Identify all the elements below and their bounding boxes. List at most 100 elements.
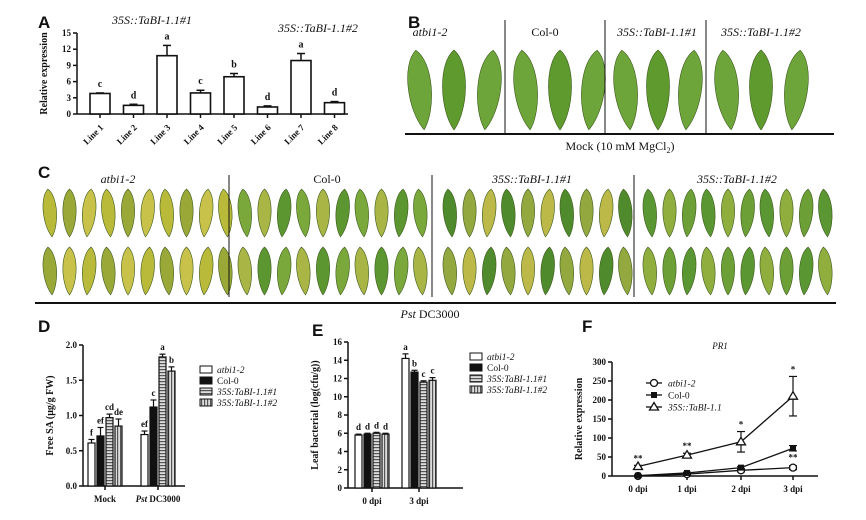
leaf-image bbox=[646, 49, 670, 131]
chart-a-y-axis-label: Relative expression bbox=[39, 32, 50, 115]
legend-label: 35S:TaBI-1.1#1 bbox=[486, 375, 547, 385]
chart-f-y-tick-label: 50 bbox=[597, 452, 607, 462]
chart-d-y-tick-label: 2.0 bbox=[66, 340, 78, 350]
legend-swatch bbox=[469, 352, 483, 361]
leaf-image bbox=[740, 246, 755, 296]
bar-Line 6 bbox=[256, 106, 279, 115]
significance-letter: c bbox=[422, 369, 426, 379]
chart-d-y-tick-label: 0.0 bbox=[66, 481, 78, 491]
genotype-label: 35S::TaBI-1.1#1 bbox=[616, 25, 697, 39]
panel-label-A: A bbox=[38, 13, 50, 32]
leaf-image bbox=[521, 188, 535, 238]
x-tick-label: Line 6 bbox=[249, 122, 274, 147]
leaf-image bbox=[682, 246, 697, 296]
x-tick-label: Line 3 bbox=[148, 122, 173, 147]
leaf-image bbox=[642, 188, 657, 238]
bar-35S:TaBI-1.1#2-Mock bbox=[114, 425, 123, 487]
leaf-image bbox=[818, 246, 833, 296]
leaf-image bbox=[407, 49, 432, 131]
genotype-label: atbi1-2 bbox=[413, 25, 448, 39]
legend-marker bbox=[651, 392, 657, 398]
bar-35S:TaBI-1.1#2-Pst DC3000 bbox=[167, 370, 176, 487]
chart-e-y-tick-label: 2 bbox=[338, 465, 343, 475]
genotype-label: Col-0 bbox=[531, 25, 558, 39]
genotype-label: Col-0 bbox=[313, 172, 340, 186]
significance-letter: d bbox=[131, 90, 137, 101]
leaf-image bbox=[618, 188, 633, 238]
bar-Col-0-3 dpi bbox=[410, 371, 419, 489]
leaf-image bbox=[199, 246, 214, 296]
leaf-image bbox=[682, 188, 697, 238]
significance-letter: d bbox=[265, 92, 271, 103]
data-point-35S::TaBI-1.1 bbox=[681, 449, 693, 459]
significance-letter: b bbox=[231, 60, 237, 71]
legend-label: 35S:TaBI-1.1#1 bbox=[216, 388, 277, 398]
leaf-image bbox=[62, 246, 77, 296]
leaf-image bbox=[316, 188, 330, 238]
series-line-Col-0 bbox=[637, 447, 794, 477]
genotype-label: atbi1-2 bbox=[101, 172, 136, 186]
bar-Col-0-Mock bbox=[96, 435, 105, 487]
legend-label: Col-0 bbox=[217, 377, 239, 387]
legend-swatch bbox=[469, 385, 483, 394]
leaf-image bbox=[501, 188, 516, 238]
leaf-image bbox=[462, 188, 477, 238]
leaf-image bbox=[179, 188, 194, 238]
significance-letter: f bbox=[90, 427, 94, 437]
legend-label: atbi1-2 bbox=[668, 380, 696, 390]
data-point-Col-0 bbox=[635, 472, 641, 479]
data-point-atbi1-2 bbox=[788, 463, 798, 472]
leaf-image bbox=[521, 246, 535, 296]
leaf-image bbox=[101, 188, 116, 238]
bar-35S:TaBI-1.1#2-3 dpi bbox=[428, 379, 437, 489]
legend-label: atbi1-2 bbox=[217, 366, 245, 376]
leaf-image bbox=[82, 246, 97, 296]
leaf-image bbox=[779, 188, 794, 238]
legend-label: 35S:TaBI-1.1#2 bbox=[486, 386, 547, 396]
legend-label: Col-0 bbox=[668, 392, 690, 402]
x-tick-label: 3 dpi bbox=[783, 484, 803, 494]
leaf-image bbox=[179, 246, 194, 296]
x-tick-label: Line 7 bbox=[282, 122, 307, 147]
data-point-Col-0 bbox=[790, 445, 796, 452]
chart-a-y-tick-label: 3 bbox=[67, 93, 72, 103]
bar-atbi1-2-Mock bbox=[87, 442, 96, 487]
chart-a-y-tick-label: 9 bbox=[67, 60, 72, 70]
leaf-image bbox=[721, 188, 735, 238]
leaf-image bbox=[237, 188, 252, 238]
leaf-image bbox=[42, 246, 57, 296]
leaf-image bbox=[482, 188, 497, 238]
x-tick-label: Line 4 bbox=[182, 122, 207, 147]
leaf-image bbox=[579, 246, 594, 296]
bar-35S:TaBI-1.1#1-3 dpi bbox=[419, 381, 428, 489]
chart-f-y-tick-label: 0 bbox=[602, 471, 607, 481]
x-tick-label: Line 2 bbox=[115, 122, 140, 147]
chart-f-y-tick-label: 200 bbox=[593, 395, 607, 405]
chart-e-y-axis-label: Leaf bacterial (log(cfu/g)) bbox=[310, 360, 321, 469]
significance-letter: ef bbox=[97, 415, 105, 425]
chart-e-y-tick-label: 16 bbox=[333, 337, 343, 347]
panel-label-E: E bbox=[312, 321, 323, 340]
chart-f-y-tick-label: 300 bbox=[593, 357, 607, 367]
significance-letter: c bbox=[198, 76, 203, 87]
leaf-image bbox=[799, 246, 814, 296]
leaf-image bbox=[662, 188, 677, 238]
leaf-image bbox=[599, 188, 614, 238]
leaf-image bbox=[759, 188, 774, 238]
bar-Line 8 bbox=[323, 101, 346, 115]
x-tick-label: Line 1 bbox=[81, 122, 106, 147]
chart-d-y-axis-label: Free SA (μg/g FW) bbox=[45, 375, 56, 455]
genotype-label: 35S::TaBI-1.1#1 bbox=[491, 172, 572, 186]
significance-letter: d bbox=[374, 420, 379, 430]
bar-35S:TaBI-1.1#1-Mock bbox=[105, 417, 114, 487]
leaf-image bbox=[101, 246, 116, 296]
significance-letter: a bbox=[165, 31, 170, 42]
x-tick-label: Mock bbox=[94, 494, 116, 504]
leaf-image bbox=[579, 188, 594, 238]
legend-label: 35S::TaBI-1.1 bbox=[667, 404, 722, 414]
chart-a-y-tick-label: 15 bbox=[62, 28, 72, 38]
legend-marker bbox=[648, 401, 660, 411]
leaf-image bbox=[257, 246, 272, 296]
leaf-image bbox=[513, 49, 538, 131]
